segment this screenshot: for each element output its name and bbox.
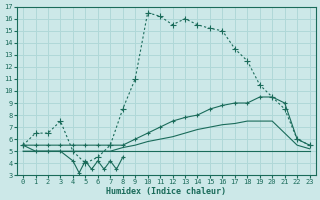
X-axis label: Humidex (Indice chaleur): Humidex (Indice chaleur) [106,187,226,196]
